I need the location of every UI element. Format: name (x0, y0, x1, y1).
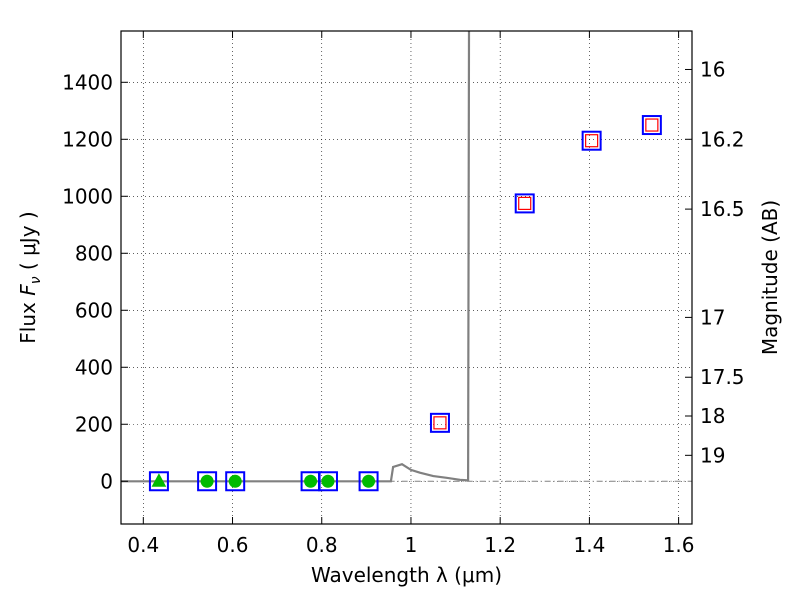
photometry-point-square (641, 115, 662, 136)
y-tick-label: 1200 (62, 127, 113, 151)
model-point-circle (304, 474, 318, 488)
y2-axis-title: Magnitude (AB) (758, 200, 782, 355)
y2-tick-label: 17.5 (700, 365, 745, 389)
y-tick-label: 1400 (62, 70, 113, 94)
photometry-point-square (197, 471, 218, 492)
photometry-point-square (225, 471, 246, 492)
x-tick-label: 1.2 (484, 533, 516, 557)
x-tick-label: 1 (405, 533, 418, 557)
grid-layer (121, 31, 692, 524)
y-tick-label: 800 (75, 241, 113, 265)
x-tick-label: 0.4 (127, 533, 159, 557)
photometry-point-square (317, 471, 338, 492)
y-tick-label: 600 (75, 298, 113, 322)
y-tick-label: 200 (75, 412, 113, 436)
x-tick-label: 0.6 (217, 533, 249, 557)
photometry-point-square (148, 471, 169, 492)
y-axis-title: Flux Fν ( μJy ) (16, 211, 44, 343)
plot-frame (120, 30, 693, 525)
model-point-triangle (151, 473, 167, 487)
y-tick-label: 400 (75, 355, 113, 379)
model-sed-line (121, 30, 471, 483)
model-point-circle (362, 474, 376, 488)
photometry-point-square (358, 471, 379, 492)
y2-tick-label: 16 (700, 57, 725, 81)
x-tick-label: 1.6 (663, 533, 695, 557)
y2-tick-label: 17 (700, 305, 725, 329)
model-point-square (645, 118, 659, 132)
y2-tick-label: 19 (700, 443, 725, 467)
x-tick-label: 0.8 (306, 533, 338, 557)
model-point-circle (228, 474, 242, 488)
tick-layer: 0.4 0.6 0.8 1 1.2 1.4 1.6 0 200 400 600 800 1000 1200… (62, 31, 745, 557)
series-layer (121, 30, 692, 492)
model-point-circle (321, 474, 335, 488)
photometry-point-square (514, 193, 535, 214)
y-tick-label: 0 (100, 469, 113, 493)
model-point-circle (200, 474, 214, 488)
y2-tick-label: 18 (700, 404, 725, 428)
model-point-square (585, 134, 599, 148)
y2-tick-label: 16.2 (700, 127, 745, 151)
y-tick-label: 1000 (62, 184, 113, 208)
model-point-square (518, 196, 532, 211)
x-tick-label: 1.4 (573, 533, 605, 557)
model-point-square (433, 416, 447, 430)
photometry-point-square (429, 412, 450, 433)
x-axis-title: Wavelength λ (μm) (311, 563, 502, 587)
y2-tick-label: 16.5 (700, 197, 745, 221)
photometry-point-square (581, 130, 602, 151)
